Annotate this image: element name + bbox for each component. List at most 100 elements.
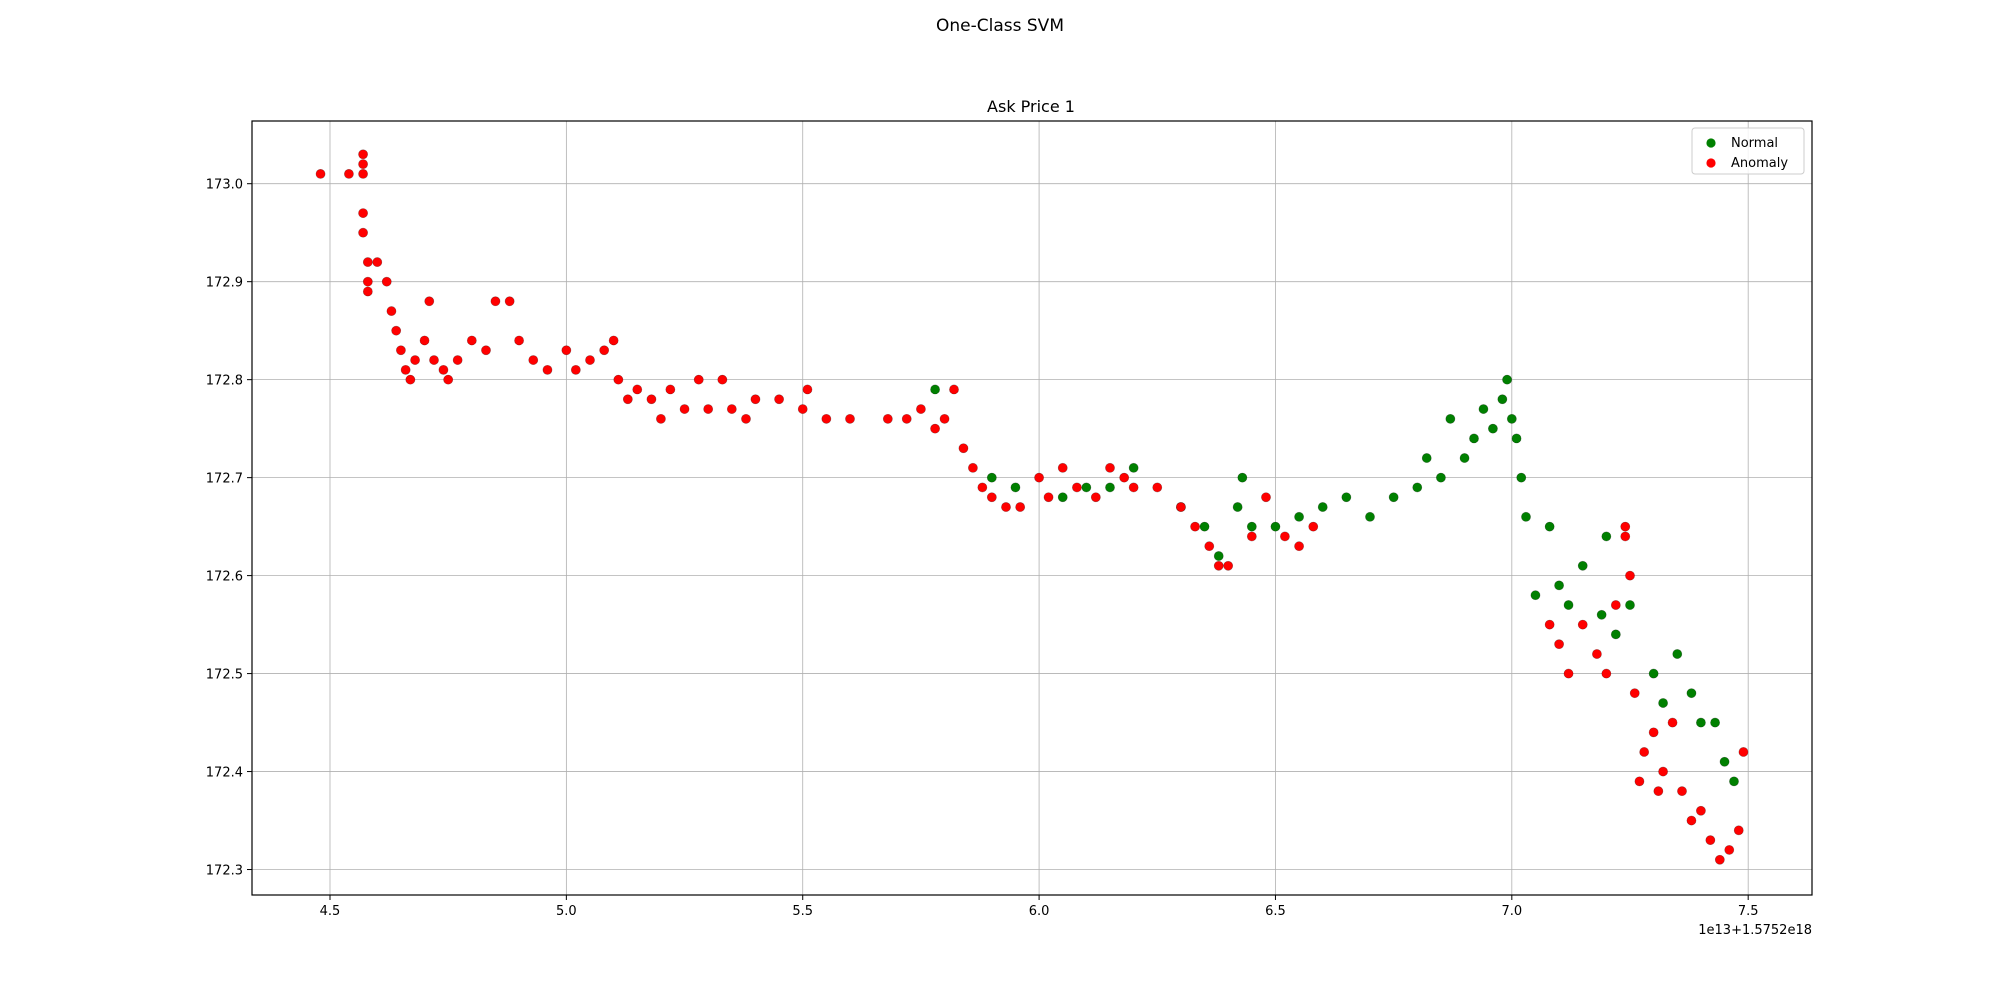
anomaly-point	[1119, 472, 1130, 483]
normal-point	[1719, 756, 1730, 767]
anomaly-point	[386, 306, 397, 316]
anomaly-point	[358, 149, 368, 160]
anomaly-point	[358, 227, 368, 238]
y-tick-label: 172.6	[206, 570, 243, 585]
x-tick-label: 6.0	[1029, 904, 1050, 919]
anomaly-point	[381, 276, 392, 287]
normal-point	[1341, 492, 1352, 503]
anomaly-point	[939, 413, 950, 424]
anomaly-point	[372, 257, 383, 267]
normal-point	[1469, 433, 1479, 444]
anomaly-point	[1686, 815, 1697, 826]
anomaly-point	[1223, 560, 1234, 571]
anomaly-point	[466, 335, 477, 346]
anomaly-point	[358, 208, 368, 218]
anomaly-point	[1213, 560, 1224, 571]
normal-point	[1710, 717, 1720, 728]
anomaly-point	[774, 394, 784, 405]
normal-point	[1270, 521, 1281, 532]
anomaly-point	[986, 492, 997, 503]
normal-point	[1506, 413, 1517, 424]
normal-point	[1232, 502, 1243, 512]
anomaly-point	[1090, 492, 1101, 503]
anomaly-point	[1308, 521, 1319, 532]
anomaly-point	[358, 159, 368, 170]
anomaly-point	[1190, 521, 1200, 532]
anomaly-point	[1724, 845, 1735, 855]
anomaly-point	[443, 374, 454, 385]
normal-point	[1128, 462, 1139, 473]
normal-point	[1577, 560, 1588, 571]
normal-point	[1246, 521, 1257, 532]
y-tick-label: 172.5	[206, 668, 243, 683]
legend-marker-anomaly	[1706, 158, 1716, 168]
anomaly-point	[797, 404, 808, 414]
normal-point	[1081, 482, 1092, 493]
normal-point	[1105, 482, 1115, 493]
anomaly-point	[977, 482, 988, 493]
normal-point	[1488, 423, 1498, 434]
legend-marker-normal	[1706, 138, 1716, 148]
normal-point	[1672, 649, 1683, 659]
anomaly-point	[419, 335, 430, 346]
normal-point	[1729, 776, 1739, 787]
y-tick-label: 172.3	[206, 864, 243, 879]
normal-point	[1521, 511, 1531, 522]
normal-point	[1294, 511, 1304, 522]
anomaly-point	[1128, 482, 1139, 493]
anomaly-point	[1620, 521, 1631, 532]
axis-ticks: 4.5 5.0 5.5 6.0 6.5 7.0 7.5 172.3 172.4 172.5 172.…	[206, 178, 1759, 919]
normal-point	[1596, 609, 1607, 620]
anomaly-point	[717, 374, 728, 385]
anomaly-point	[599, 345, 610, 356]
y-tick-label: 172.4	[206, 766, 243, 781]
anomaly-point	[391, 325, 402, 336]
anomaly-point	[452, 355, 463, 365]
anomaly-point	[315, 169, 326, 179]
anomaly-point	[1592, 649, 1602, 659]
anomaly-point	[901, 413, 912, 424]
normal-point	[1388, 492, 1399, 503]
normal-point	[1696, 717, 1706, 728]
anomaly-point	[821, 413, 832, 424]
anomaly-point	[1294, 541, 1304, 552]
anomaly-point	[570, 364, 581, 375]
anomaly-point	[490, 296, 501, 307]
normal-point	[1421, 453, 1432, 463]
anomaly-point	[1246, 531, 1257, 542]
anomaly-point	[882, 413, 893, 424]
anomaly-point	[613, 374, 624, 385]
legend: Normal Anomaly	[1691, 127, 1805, 175]
normal-point	[1530, 590, 1541, 601]
anomaly-point	[1714, 854, 1725, 865]
anomaly-point	[679, 404, 690, 414]
normal-point	[1658, 698, 1668, 708]
anomaly-point	[1034, 472, 1044, 483]
normal-point	[1412, 482, 1423, 493]
normal-point	[1478, 404, 1489, 414]
anomaly-point	[1577, 619, 1588, 630]
normal-point	[1544, 521, 1555, 532]
figure-suptitle: One-Class SVM	[936, 16, 1064, 36]
anomaly-point	[1629, 688, 1640, 699]
anomaly-point	[930, 423, 940, 434]
normal-point	[1625, 600, 1635, 610]
anomaly-point	[1544, 619, 1555, 630]
y-tick-label: 172.9	[206, 276, 243, 291]
anomaly-point	[1001, 502, 1011, 512]
anomaly-point	[528, 355, 539, 365]
anomaly-point	[750, 394, 761, 405]
normal-point	[1436, 472, 1446, 483]
normal-point	[930, 384, 940, 395]
anomaly-point	[1152, 482, 1163, 493]
anomaly-point	[1601, 668, 1612, 679]
anomaly-point	[1280, 531, 1290, 542]
anomaly-point	[693, 374, 704, 385]
anomaly-point	[1057, 462, 1068, 473]
x-tick-label: 7.5	[1738, 904, 1759, 919]
anomaly-point	[1738, 747, 1749, 757]
y-tick-label: 172.8	[206, 374, 243, 389]
normal-point	[1610, 629, 1621, 640]
anomaly-point	[1677, 786, 1687, 797]
